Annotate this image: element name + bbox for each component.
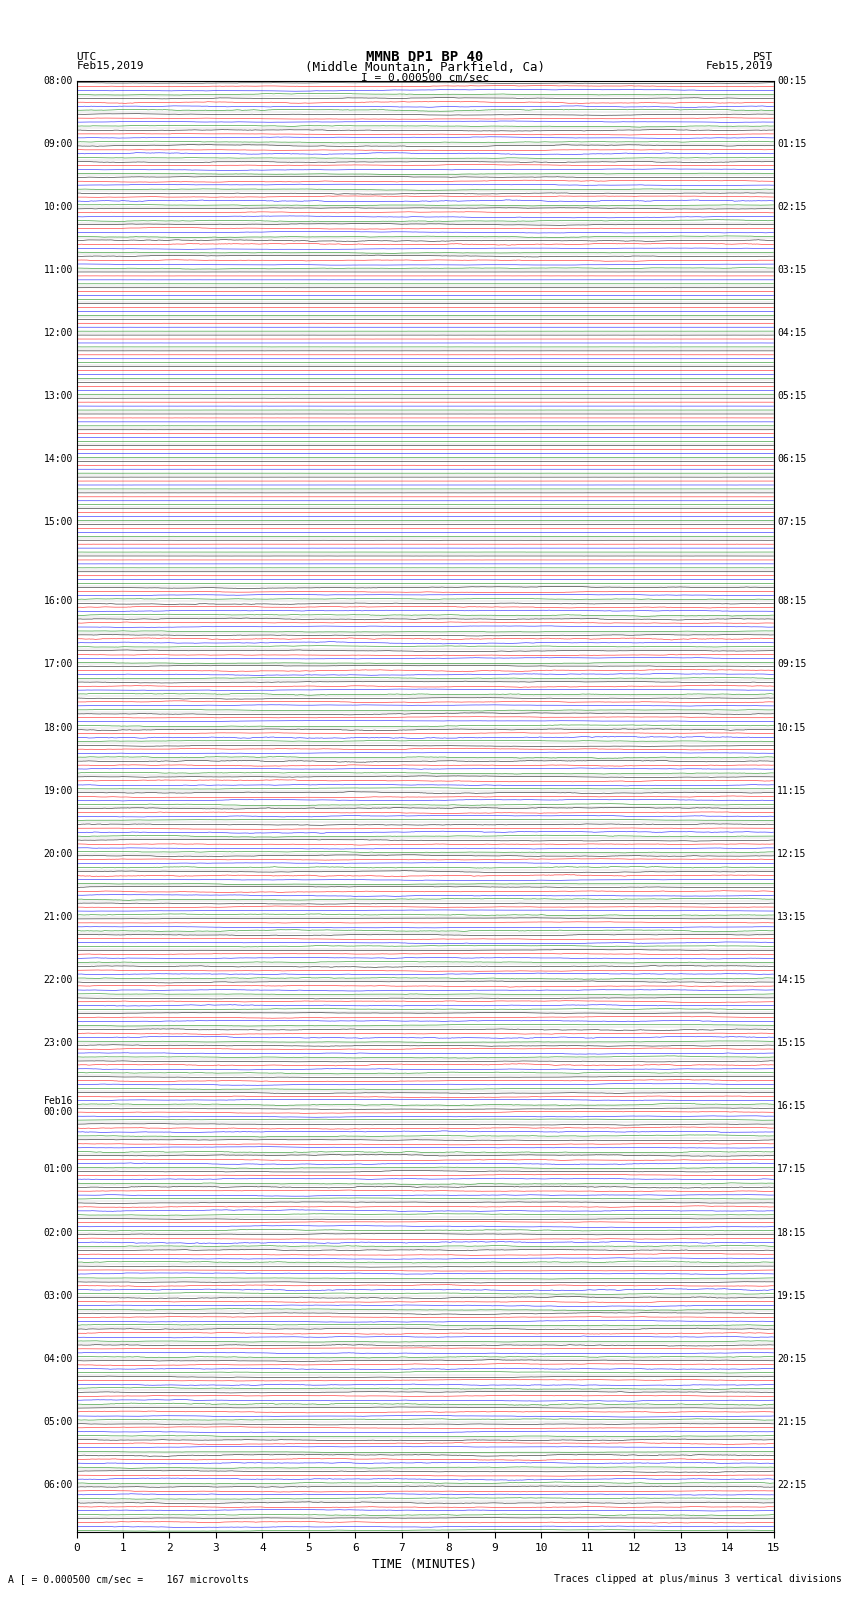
Text: 21:00: 21:00 xyxy=(43,911,73,923)
Text: 20:00: 20:00 xyxy=(43,848,73,858)
Text: 16:15: 16:15 xyxy=(777,1102,807,1111)
Text: Feb15,2019: Feb15,2019 xyxy=(76,61,144,71)
Text: 18:15: 18:15 xyxy=(777,1227,807,1237)
Text: A [ = 0.000500 cm/sec =    167 microvolts: A [ = 0.000500 cm/sec = 167 microvolts xyxy=(8,1574,249,1584)
Text: 06:00: 06:00 xyxy=(43,1481,73,1490)
Text: 07:15: 07:15 xyxy=(777,518,807,527)
Text: 17:00: 17:00 xyxy=(43,660,73,669)
Text: 01:00: 01:00 xyxy=(43,1165,73,1174)
Text: 03:00: 03:00 xyxy=(43,1290,73,1300)
Text: 14:00: 14:00 xyxy=(43,455,73,465)
Text: 12:00: 12:00 xyxy=(43,327,73,339)
Text: Traces clipped at plus/minus 3 vertical divisions: Traces clipped at plus/minus 3 vertical … xyxy=(553,1574,842,1584)
Text: 06:15: 06:15 xyxy=(777,455,807,465)
Text: 09:15: 09:15 xyxy=(777,660,807,669)
Text: 05:00: 05:00 xyxy=(43,1416,73,1428)
Text: 13:00: 13:00 xyxy=(43,392,73,402)
Text: 04:00: 04:00 xyxy=(43,1353,73,1363)
Text: 11:15: 11:15 xyxy=(777,786,807,795)
Text: 01:15: 01:15 xyxy=(777,139,807,148)
Text: 10:15: 10:15 xyxy=(777,723,807,732)
Text: 15:00: 15:00 xyxy=(43,518,73,527)
Text: Feb15,2019: Feb15,2019 xyxy=(706,61,774,71)
Text: 16:00: 16:00 xyxy=(43,597,73,606)
Text: 18:00: 18:00 xyxy=(43,723,73,732)
Text: Feb16
00:00: Feb16 00:00 xyxy=(43,1095,73,1118)
Text: 14:15: 14:15 xyxy=(777,976,807,986)
Text: (Middle Mountain, Parkfield, Ca): (Middle Mountain, Parkfield, Ca) xyxy=(305,61,545,74)
Text: 03:15: 03:15 xyxy=(777,265,807,274)
Text: 09:00: 09:00 xyxy=(43,139,73,148)
Text: 05:15: 05:15 xyxy=(777,392,807,402)
Text: 08:15: 08:15 xyxy=(777,597,807,606)
Text: MMNB DP1 BP 40: MMNB DP1 BP 40 xyxy=(366,50,484,65)
Text: 22:15: 22:15 xyxy=(777,1481,807,1490)
Text: 10:00: 10:00 xyxy=(43,202,73,211)
Text: 23:00: 23:00 xyxy=(43,1039,73,1048)
Text: 13:15: 13:15 xyxy=(777,911,807,923)
Text: 19:15: 19:15 xyxy=(777,1290,807,1300)
Text: 19:00: 19:00 xyxy=(43,786,73,795)
Text: 17:15: 17:15 xyxy=(777,1165,807,1174)
Text: 21:15: 21:15 xyxy=(777,1416,807,1428)
Text: 04:15: 04:15 xyxy=(777,327,807,339)
Text: 22:00: 22:00 xyxy=(43,976,73,986)
Text: I = 0.000500 cm/sec: I = 0.000500 cm/sec xyxy=(361,73,489,82)
Text: 11:00: 11:00 xyxy=(43,265,73,274)
Text: 08:00: 08:00 xyxy=(43,76,73,85)
Text: 02:00: 02:00 xyxy=(43,1227,73,1237)
Text: UTC: UTC xyxy=(76,52,97,61)
Text: 15:15: 15:15 xyxy=(777,1039,807,1048)
Text: 00:15: 00:15 xyxy=(777,76,807,85)
Text: PST: PST xyxy=(753,52,774,61)
X-axis label: TIME (MINUTES): TIME (MINUTES) xyxy=(372,1558,478,1571)
Text: 02:15: 02:15 xyxy=(777,202,807,211)
Text: 12:15: 12:15 xyxy=(777,848,807,858)
Text: 20:15: 20:15 xyxy=(777,1353,807,1363)
